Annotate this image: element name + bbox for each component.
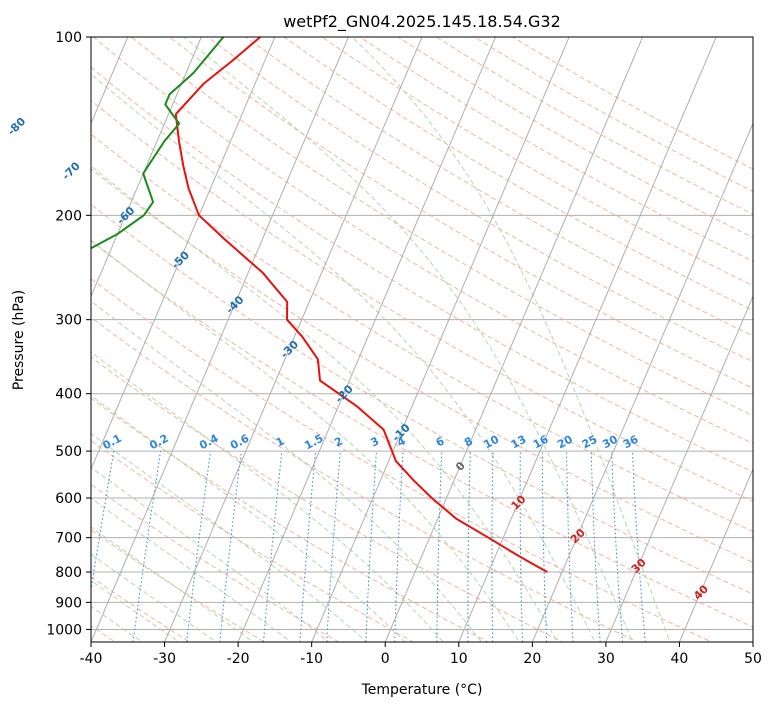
dry-adiabat [91,99,753,502]
moist-adiabat [91,239,521,642]
moist-adiabat [91,553,217,642]
mixing-ratio-line [566,451,574,642]
moist-adiabat [91,605,144,642]
moist-adiabat [91,526,255,642]
mixing-ratio-line [611,451,624,642]
x-tick-label: 20 [523,651,541,667]
y-tick-label: 300 [55,313,82,329]
dry-adiabats [91,37,753,642]
moist-adiabat [91,351,444,642]
x-tick-label: 30 [597,651,615,667]
dewpoint-line [91,37,225,250]
x-tick-label: 50 [744,651,762,667]
mixing-ratio-label: 25 [580,433,600,452]
pressure-gridlines [91,37,753,630]
x-tick-label: -20 [227,651,250,667]
x-tick-label: -30 [153,651,176,667]
y-tick-label: 800 [55,565,82,581]
moist-adiabat [91,165,558,642]
mixing-ratio-line [299,451,317,642]
isotherm [311,37,570,642]
mixing-ratio-label: 30 [600,433,620,452]
mixing-ratio-line [394,451,404,642]
moist-adiabat [183,37,634,642]
moist-adiabat [91,579,180,642]
mixing-ratio-line [186,451,211,642]
mixing-ratio-line [219,451,242,642]
dry-adiabat [91,483,340,642]
y-tick-label: 200 [55,208,82,224]
mixing-ratio-line [467,451,471,642]
temperature-line [174,37,548,573]
mixing-ratio-line [491,451,494,642]
dry-adiabat [91,397,490,642]
y-tick-label: 600 [55,491,82,507]
x-tick-label: 10 [450,651,468,667]
isotherm [458,37,717,642]
dry-adiabat [91,203,753,595]
isotherm [91,37,349,642]
isotherm [531,122,753,642]
dry-adiabat [91,316,639,642]
mixing-ratio-line [262,451,283,642]
dry-adiabat [91,168,753,563]
mixing-ratio-line [541,451,548,642]
y-axis: 1000 900 800 700 600 500 400 300 200 100 [46,30,91,638]
y-tick-label: 100 [55,30,82,46]
moist-adiabat [91,73,596,642]
mixing-ratio-label: 10 [482,433,502,452]
dry-adiabat [91,529,266,642]
y-tick-label: 900 [55,595,82,611]
isotherm [237,37,497,642]
isotherm [678,467,753,642]
isotherm [605,295,753,642]
dry-adiabat [91,66,753,473]
mixing-ratio-line [590,451,601,642]
mixing-ratio-label: 20 [555,433,575,452]
mixing-ratio-line [326,451,341,642]
y-tick-label: 400 [55,387,82,403]
x-axis: -40 -30 -20 -10 0 10 20 30 40 50 [80,642,762,667]
moist-adiabats [91,37,671,642]
isotherm [91,37,276,471]
moist-adiabat [91,432,368,642]
mixing-ratio-line [436,451,443,642]
dry-adiabat [91,240,753,628]
y-axis-label: Pressure (hPa) [11,290,27,390]
x-tick-label: -40 [80,651,103,667]
x-tick-label: 0 [381,651,390,667]
moist-adiabat [351,37,671,642]
dry-adiabat [283,37,753,312]
mixing-ratio-label: 36 [621,432,641,451]
dry-adiabat [91,133,753,533]
moist-adiabat [91,395,406,642]
plot-frame [90,36,754,643]
chart-title: wetPf2_GN04.2025.145.18.54.G32 [283,12,561,32]
sounding-series [91,37,548,573]
y-tick-label: 500 [55,444,82,460]
isotherm [164,37,423,642]
mixing-ratio-line [132,451,162,642]
y-tick-label: 700 [55,531,82,547]
dry-adiabat [91,440,415,642]
moist-adiabat [91,466,330,642]
isotherms [91,37,753,642]
mixing-ratio-label: 13 [509,433,529,452]
x-tick-label: 40 [671,651,689,667]
x-tick-label: -10 [300,651,323,667]
mixing-ratio-label: 16 [531,433,551,452]
isotherm [384,37,644,642]
y-tick-label: 1000 [46,622,82,638]
x-axis-label: Temperature (°C) [361,682,483,698]
isotherm [91,37,202,298]
dry-adiabat [91,278,714,642]
mixing-ratio-line [631,451,646,642]
dry-adiabat [92,37,753,445]
